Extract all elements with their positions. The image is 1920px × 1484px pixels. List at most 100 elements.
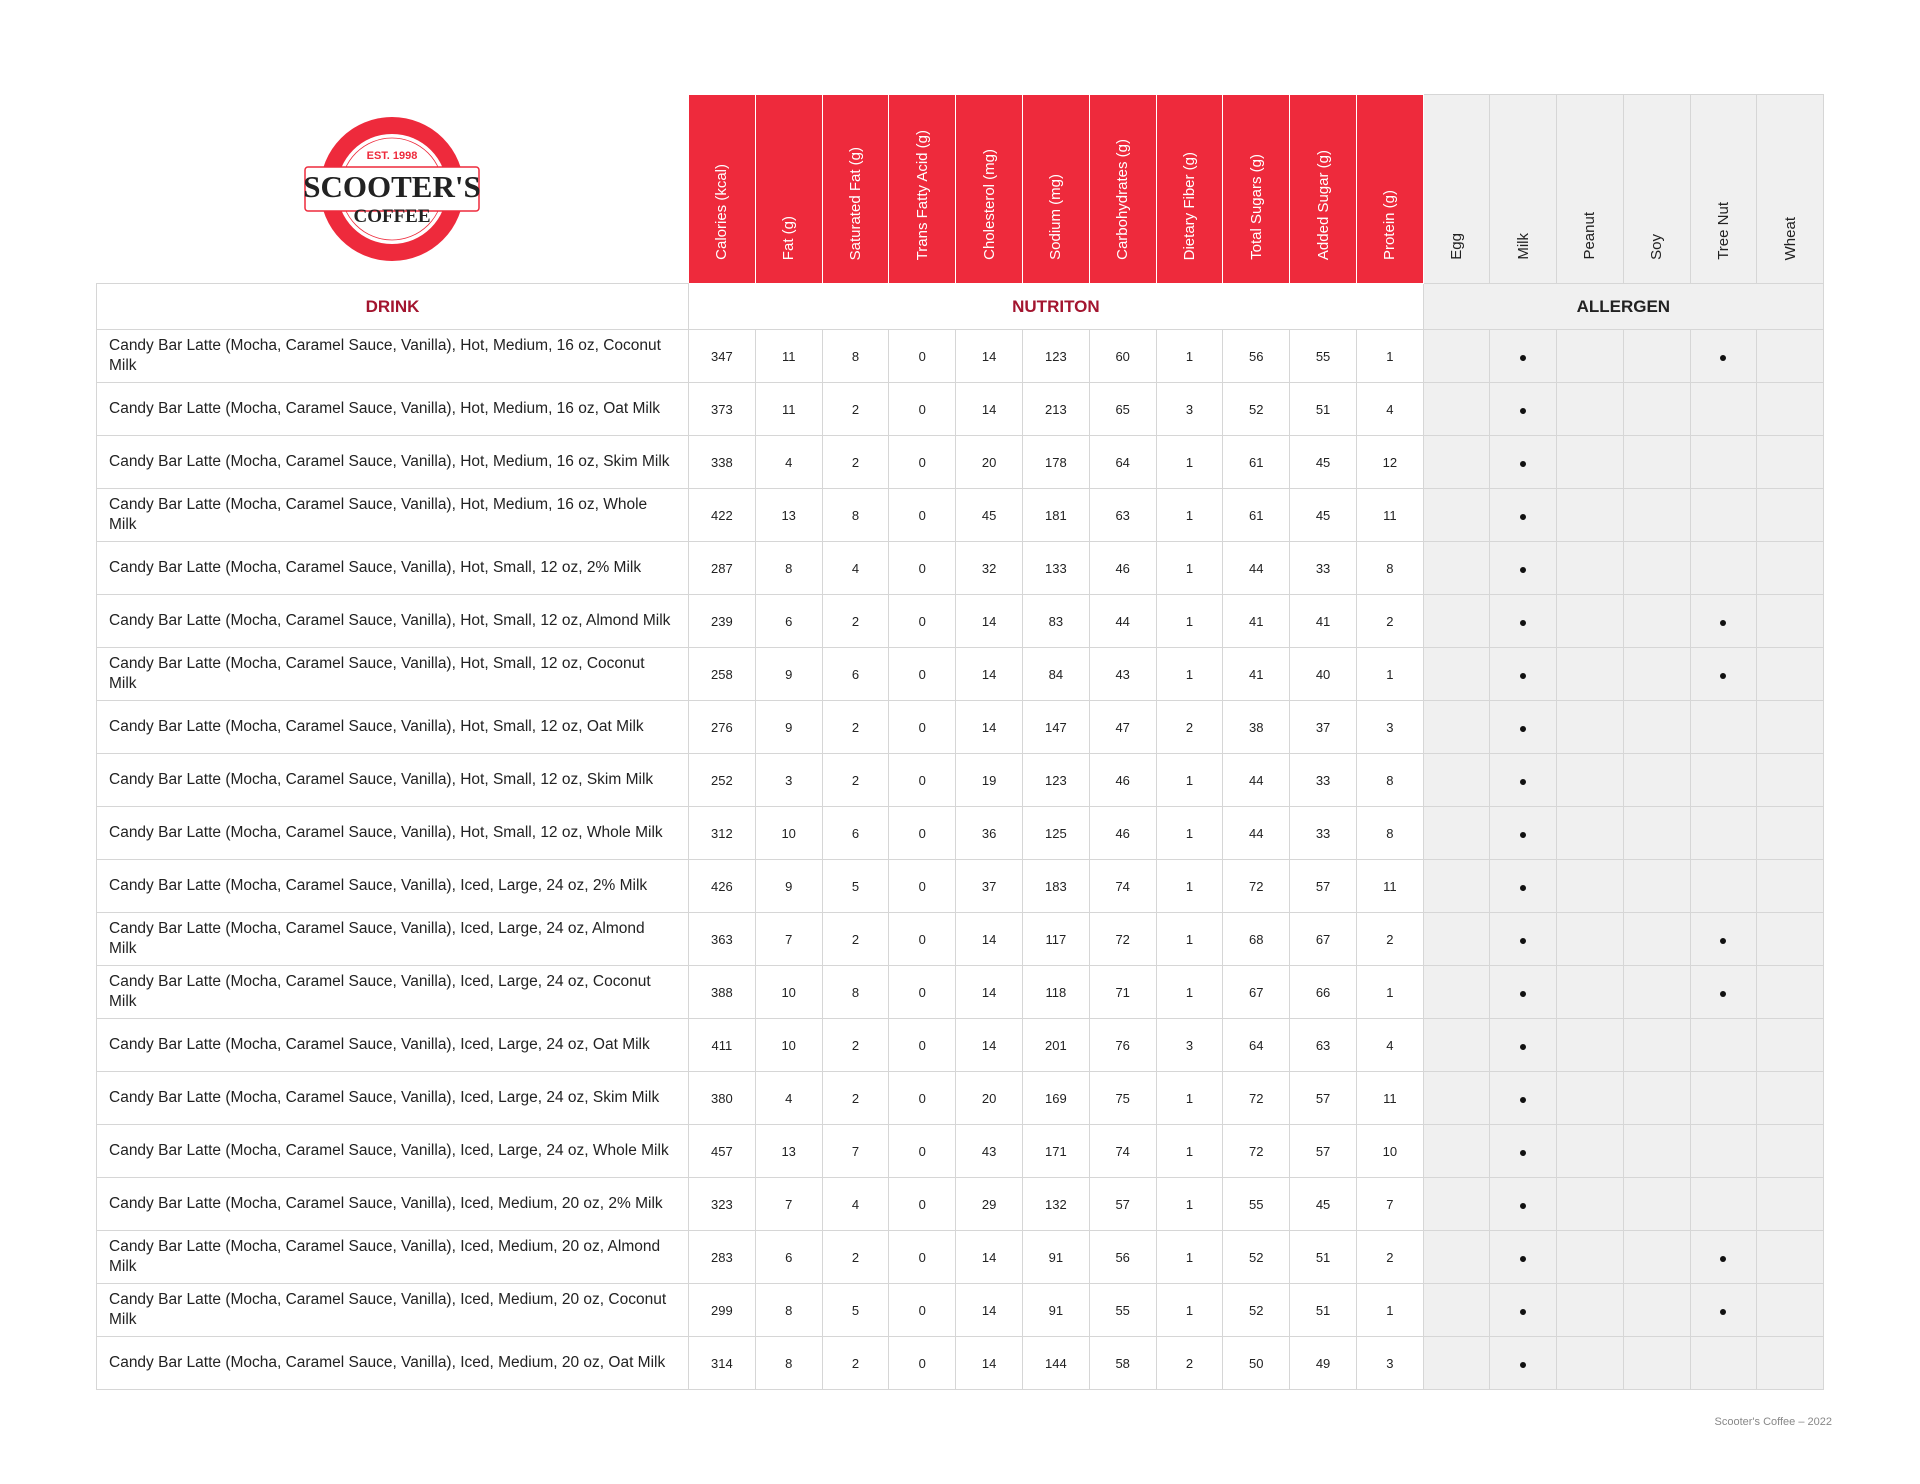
allergen-cell [1489,912,1558,966]
allergen-dot-icon [1720,937,1727,944]
nutrition-value: 11 [1355,488,1424,542]
allergen-cell [1689,1071,1758,1125]
drink-name: Candy Bar Latte (Mocha, Caramel Sauce, V… [96,912,689,966]
nutrition-value: 64 [1088,435,1157,489]
table-row: Candy Bar Latte (Mocha, Caramel Sauce, V… [96,753,1824,807]
allergen-cell [1489,1071,1558,1125]
nutrition-value: 68 [1222,912,1291,966]
nutrition-value: 1 [1155,806,1224,860]
nutrition-value: 1 [1155,965,1224,1019]
allergen-dot-icon [1520,1361,1527,1368]
allergen-cell [1689,488,1758,542]
nutrition-value: 2 [1355,912,1424,966]
nutrition-value: 67 [1289,912,1357,966]
column-header-label: Tree Nut [1714,202,1732,260]
nutrition-value: 14 [955,382,1023,436]
allergen-cell [1689,1124,1758,1178]
drink-name: Candy Bar Latte (Mocha, Caramel Sauce, V… [96,594,689,648]
allergen-cell [1689,912,1758,966]
allergen-dot-icon [1520,1202,1527,1209]
nutrition-value: 1 [1155,1177,1224,1231]
table-row: Candy Bar Latte (Mocha, Caramel Sauce, V… [96,1124,1824,1178]
nutrition-value: 20 [955,1071,1023,1125]
nutrition-value: 41 [1289,594,1357,648]
nutrition-value: 57 [1289,859,1357,913]
nutrition-value: 0 [888,1071,957,1125]
allergen-cell [1556,1336,1624,1390]
nutrition-value: 57 [1289,1124,1357,1178]
column-header-row: EST. 1998 SCOOTER'S COFFEE Calories (kca… [96,94,1824,284]
allergen-cell [1689,700,1758,754]
nutrition-value: 55 [1222,1177,1291,1231]
nutrition-value: 72 [1222,859,1291,913]
nutrition-value: 1 [1355,1283,1424,1337]
nutrition-value: 9 [754,700,823,754]
nutrition-value: 2 [821,382,890,436]
allergen-cell [1756,1018,1824,1072]
allergen-cell [1556,1018,1624,1072]
allergen-cell [1622,753,1691,807]
nutrition-value: 55 [1289,329,1357,383]
nutrition-value: 51 [1289,382,1357,436]
nutrition-value: 65 [1088,382,1157,436]
nutrition-value: 44 [1222,541,1291,595]
nutrition-value: 314 [688,1336,756,1390]
nutrition-value: 41 [1222,594,1291,648]
nutrition-value: 380 [688,1071,756,1125]
nutrition-value: 7 [754,912,823,966]
nutrition-value: 1 [1155,1283,1224,1337]
nutrition-value: 43 [1088,647,1157,701]
nutrition-value: 0 [888,1018,957,1072]
nutrition-value: 14 [955,700,1023,754]
nutrition-value: 171 [1021,1124,1090,1178]
nutrition-value: 32 [955,541,1023,595]
nutrition-value: 72 [1222,1071,1291,1125]
allergen-dot-icon [1520,619,1527,626]
nutrition-value: 1 [1155,753,1224,807]
nutrition-value: 6 [821,647,890,701]
nutrition-value: 5 [821,859,890,913]
nutrition-value: 183 [1021,859,1090,913]
nutrition-value: 14 [955,329,1023,383]
nutrition-value: 45 [1289,1177,1357,1231]
nutrition-value: 2 [821,1336,890,1390]
allergen-cell [1489,806,1558,860]
allergen-cell [1756,329,1824,383]
allergen-cell [1622,488,1691,542]
allergen-cell [1556,859,1624,913]
footer-copyright: Scooter's Coffee – 2022 [1714,1416,1832,1428]
nutrition-value: 8 [821,329,890,383]
nutrition-value: 144 [1021,1336,1090,1390]
allergen-dot-icon [1520,407,1527,414]
allergen-cell [1422,647,1491,701]
nutrition-value: 323 [688,1177,756,1231]
section-drink: DRINK [96,283,689,330]
section-nutrition: NUTRITON [688,283,1424,330]
nutrition-value: 55 [1088,1283,1157,1337]
nutrition-value: 3 [1155,382,1224,436]
allergen-cell [1622,965,1691,1019]
nutrition-value: 14 [955,594,1023,648]
allergen-dot-icon [1520,354,1527,361]
nutrition-value: 283 [688,1230,756,1284]
nutrition-value: 41 [1222,647,1291,701]
nutrition-value: 45 [955,488,1023,542]
allergen-cell [1489,753,1558,807]
allergen-cell [1556,647,1624,701]
nutrition-value: 132 [1021,1177,1090,1231]
allergen-cell [1556,382,1624,436]
nutrition-value: 0 [888,1336,957,1390]
table-row: Candy Bar Latte (Mocha, Caramel Sauce, V… [96,965,1824,1019]
allergen-cell [1622,700,1691,754]
allergen-cell [1756,541,1824,595]
column-header-label: Total Sugars (g) [1247,154,1265,260]
table-row: Candy Bar Latte (Mocha, Caramel Sauce, V… [96,912,1824,966]
allergen-dot-icon [1520,1096,1527,1103]
nutrition-value: 64 [1222,1018,1291,1072]
table-row: Candy Bar Latte (Mocha, Caramel Sauce, V… [96,435,1824,489]
nutrition-value: 3 [1355,1336,1424,1390]
nutrition-value: 57 [1289,1071,1357,1125]
nutrition-value: 0 [888,912,957,966]
allergen-cell [1556,541,1624,595]
allergen-cell [1689,382,1758,436]
